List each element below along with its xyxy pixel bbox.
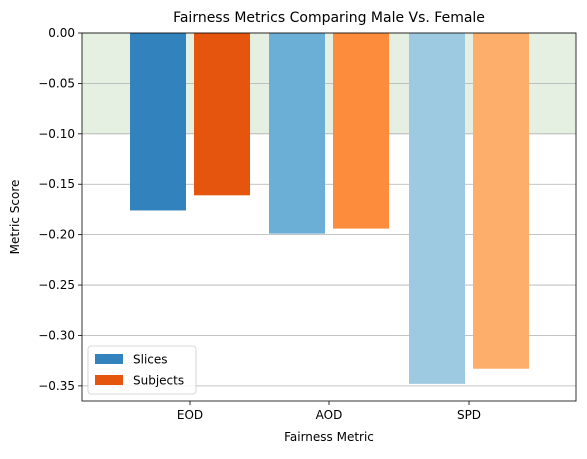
bar-subjects-eod — [194, 33, 250, 196]
legend-label-subjects: Subjects — [133, 374, 184, 388]
y-tick-label: −0.20 — [38, 228, 75, 242]
x-tick-label: SPD — [457, 408, 481, 422]
bar-slices-spd — [409, 33, 465, 384]
y-tick-label: −0.35 — [38, 379, 75, 393]
y-tick-label: −0.05 — [38, 76, 75, 90]
bar-slices-aod — [269, 33, 325, 234]
y-tick-label: −0.15 — [38, 177, 75, 191]
x-tick-label: AOD — [316, 408, 343, 422]
plot-frame — [81, 32, 577, 402]
legend: Slices Subjects — [87, 345, 197, 395]
legend-swatch-subjects — [95, 375, 123, 385]
y-tick-label: 0.00 — [48, 26, 75, 40]
bar-slices-eod — [130, 33, 186, 211]
plot-area: 0.00 −0.05 −0.10 −0.15 −0.20 −0.25 −0.30 −0.35 E… — [38, 26, 577, 422]
x-axis-label: Fairness Metric — [284, 430, 374, 444]
bar-subjects-spd — [473, 33, 529, 369]
y-tick-label: −0.30 — [38, 328, 75, 342]
legend-swatch-slices — [95, 354, 123, 364]
bar-subjects-aod — [333, 33, 389, 229]
y-tick-label: −0.25 — [38, 278, 75, 292]
x-tick-label: EOD — [177, 408, 203, 422]
legend-label-slices: Slices — [133, 353, 168, 367]
chart-title: Fairness Metrics Comparing Male Vs. Fema… — [173, 10, 485, 26]
y-axis-label: Metric Score — [8, 180, 22, 255]
y-tick-label: −0.10 — [38, 127, 75, 141]
